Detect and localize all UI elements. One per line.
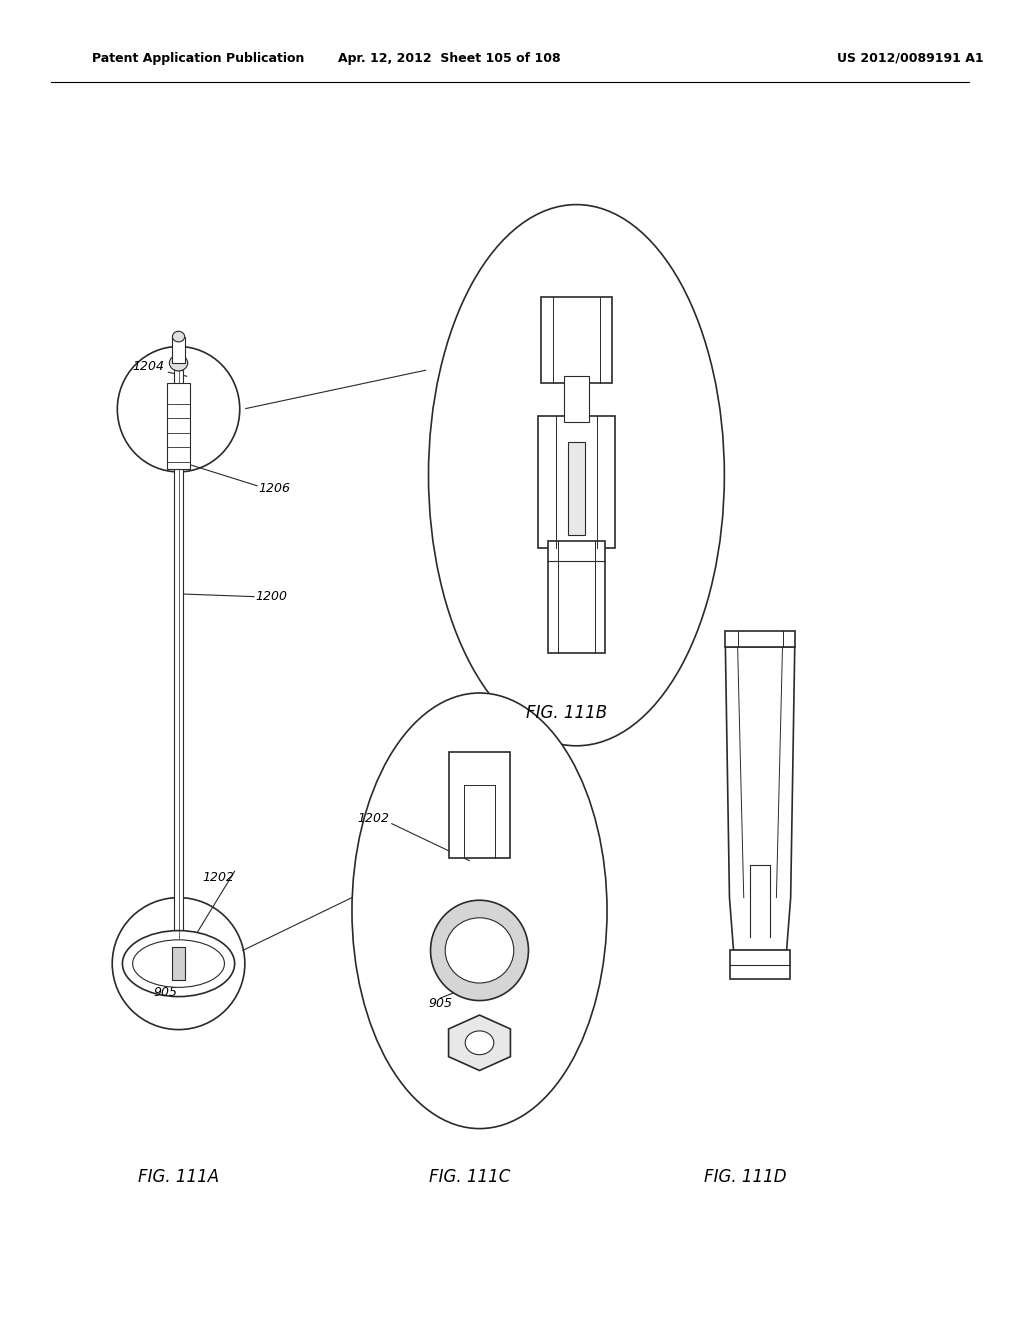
- Text: Apr. 12, 2012  Sheet 105 of 108: Apr. 12, 2012 Sheet 105 of 108: [338, 51, 560, 65]
- Text: 1204: 1204: [133, 360, 165, 374]
- Bar: [548, 541, 605, 653]
- Text: 905: 905: [153, 986, 177, 999]
- Ellipse shape: [118, 346, 240, 473]
- Ellipse shape: [430, 900, 528, 1001]
- Text: FIG. 111A: FIG. 111A: [138, 1168, 219, 1187]
- Text: 905: 905: [428, 997, 453, 1010]
- Text: FIG. 111B: FIG. 111B: [525, 704, 607, 722]
- FancyBboxPatch shape: [541, 297, 612, 383]
- Ellipse shape: [169, 355, 187, 371]
- Bar: [172, 946, 184, 979]
- Polygon shape: [725, 647, 795, 950]
- Bar: [725, 631, 795, 647]
- Text: 1200: 1200: [255, 590, 287, 603]
- Text: 1202: 1202: [357, 812, 389, 825]
- Text: FIG. 111D: FIG. 111D: [703, 1168, 786, 1187]
- Bar: [568, 442, 585, 535]
- Text: FIG. 111C: FIG. 111C: [429, 1168, 510, 1187]
- Bar: [449, 752, 510, 858]
- Ellipse shape: [113, 898, 245, 1030]
- Ellipse shape: [465, 1031, 494, 1055]
- Text: US 2012/0089191 A1: US 2012/0089191 A1: [837, 51, 983, 65]
- Ellipse shape: [172, 331, 184, 342]
- Bar: [730, 950, 790, 979]
- Ellipse shape: [445, 917, 514, 983]
- Bar: [174, 370, 182, 944]
- Bar: [564, 376, 589, 422]
- Bar: [538, 416, 615, 548]
- Bar: [167, 383, 189, 469]
- Bar: [172, 337, 184, 363]
- Text: 1206: 1206: [258, 482, 290, 495]
- Ellipse shape: [428, 205, 724, 746]
- Text: 1202: 1202: [202, 871, 234, 884]
- Ellipse shape: [352, 693, 607, 1129]
- Ellipse shape: [133, 940, 224, 987]
- Text: Patent Application Publication: Patent Application Publication: [92, 51, 304, 65]
- Ellipse shape: [123, 931, 234, 997]
- Polygon shape: [449, 1015, 510, 1071]
